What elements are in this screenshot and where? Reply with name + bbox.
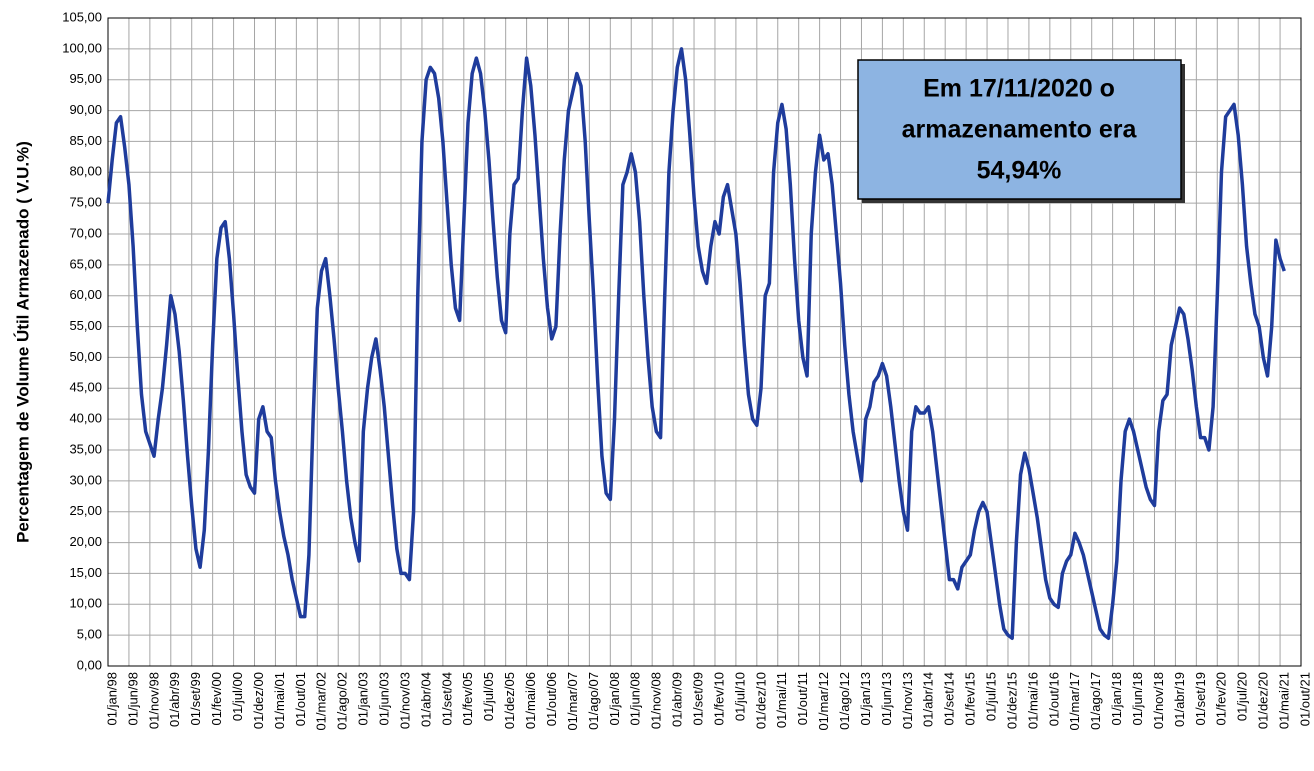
- x-tick-label: 01/ago/12: [837, 672, 852, 730]
- y-tick-label: 90,00: [69, 102, 102, 117]
- x-tick-label: 01/nov/08: [649, 672, 664, 729]
- x-tick-label: 01/nov/18: [1151, 672, 1166, 729]
- x-tick-label: 01/jan/03: [356, 672, 371, 726]
- x-tick-label: 01/set/14: [942, 672, 957, 726]
- data-line: [106, 47, 1286, 640]
- y-tick-label: 20,00: [69, 534, 102, 549]
- x-tick-label: 01/jul/10: [732, 672, 747, 721]
- annotation-line: 54,94%: [977, 157, 1062, 185]
- y-tick-label: 105,00: [62, 9, 102, 24]
- x-tick-label: 01/set/19: [1193, 672, 1208, 726]
- x-tick-label: 01/jun/08: [628, 672, 643, 726]
- x-tick-label: 01/set/09: [690, 672, 705, 726]
- y-tick-label: 50,00: [69, 349, 102, 364]
- marks: [106, 47, 1286, 640]
- y-tick-label: 85,00: [69, 133, 102, 148]
- y-tick-label: 0,00: [77, 657, 102, 672]
- x-tick-label: 01/abr/09: [670, 672, 685, 727]
- y-tick-label: 55,00: [69, 318, 102, 333]
- x-tick-label: 01/mar/12: [816, 672, 831, 731]
- x-tick-label: 01/mai/01: [272, 672, 287, 729]
- y-tick-label: 5,00: [77, 627, 102, 642]
- x-tick-label: 01/out/16: [1046, 672, 1061, 726]
- x-tick-label: 01/nov/98: [146, 672, 161, 729]
- x-tick-label: 01/out/11: [795, 672, 810, 725]
- y-tick-label: 65,00: [69, 256, 102, 271]
- x-tick-label: 01/jul/20: [1235, 672, 1250, 721]
- x-tick-label: 01/mar/17: [1067, 672, 1082, 731]
- x-tick-label: 01/ago/07: [586, 672, 601, 730]
- y-tick-label: 80,00: [69, 164, 102, 179]
- x-tick-label: 01/mai/21: [1277, 672, 1292, 729]
- x-tick-label: 01/abr/04: [418, 672, 433, 727]
- x-tick-label: 01/jun/13: [879, 672, 894, 726]
- y-tick-label: 10,00: [69, 596, 102, 611]
- annotation-line: armazenamento era: [902, 116, 1138, 144]
- x-tick-label: 01/dez/10: [753, 672, 768, 729]
- y-tick-label: 95,00: [69, 71, 102, 86]
- annotation-line: Em 17/11/2020 o: [923, 75, 1115, 103]
- x-tick-label: 01/fev/15: [963, 672, 978, 726]
- y-tick-label: 100,00: [62, 40, 102, 55]
- x-tick-label: 01/dez/05: [502, 672, 517, 729]
- x-tick-label: 01/dez/15: [1004, 672, 1019, 729]
- x-tick-label: 01/fev/20: [1214, 672, 1229, 726]
- y-tick-label: 75,00: [69, 195, 102, 210]
- x-tick-label: 01/abr/14: [921, 672, 936, 727]
- x-tick-label: 01/jan/98: [104, 672, 119, 726]
- x-tick-label: 01/jul/05: [481, 672, 496, 721]
- plot-frame: [107, 17, 1302, 667]
- y-axis-label: Percentagem de Volume Útil Armazenado ( …: [13, 141, 32, 543]
- x-tick-label: 01/out/01: [293, 672, 308, 726]
- x-tick-label: 01/nov/13: [900, 672, 915, 729]
- x-tick-label: 01/jun/03: [377, 672, 392, 726]
- x-tick-label: 01/dez/20: [1256, 672, 1271, 729]
- y-tick-label: 40,00: [69, 411, 102, 426]
- y-tick-label: 25,00: [69, 503, 102, 518]
- y-tick-label: 15,00: [69, 565, 102, 580]
- x-tick-label: 01/jul/15: [983, 672, 998, 721]
- x-tick-label: 01/ago/17: [1088, 672, 1103, 730]
- x-tick-label: 01/dez/00: [251, 672, 266, 729]
- x-tick-label: 01/fev/05: [460, 672, 475, 726]
- annotation-box: [857, 59, 1182, 200]
- x-tick-label: 01/abr/99: [167, 672, 182, 727]
- x-tick-label: 01/mai/11: [774, 672, 789, 728]
- x-tick-label: 01/jul/00: [230, 672, 245, 721]
- x-tick-label: 01/out/21: [1297, 672, 1312, 726]
- y-tick-label: 35,00: [69, 441, 102, 456]
- x-tick-label: 01/jun/18: [1130, 672, 1145, 726]
- x-tick-label: 01/out/06: [544, 672, 559, 726]
- x-tick-label: 01/abr/19: [1172, 672, 1187, 727]
- x-tick-label: 01/set/99: [188, 672, 203, 726]
- x-tick-label: 01/jun/98: [125, 672, 140, 726]
- x-tick-label: 01/fev/10: [711, 672, 726, 726]
- x-tick-label: 01/jan/13: [858, 672, 873, 726]
- x-tick-label: 01/mai/06: [523, 672, 538, 729]
- x-tick-label: 01/fev/00: [209, 672, 224, 726]
- x-tick-label: 01/mar/02: [314, 672, 329, 731]
- y-tick-label: 70,00: [69, 225, 102, 240]
- y-tick-label: 30,00: [69, 472, 102, 487]
- x-tick-label: 01/mar/07: [565, 672, 580, 731]
- x-tick-label: 01/mai/16: [1025, 672, 1040, 729]
- x-tick-label: 01/nov/03: [397, 672, 412, 729]
- x-tick-label: 01/jan/08: [607, 672, 622, 726]
- x-tick-label: 01/set/04: [439, 672, 454, 726]
- y-tick-label: 60,00: [69, 287, 102, 302]
- x-tick-label: 01/jan/18: [1109, 672, 1124, 726]
- y-tick-label: 45,00: [69, 380, 102, 395]
- x-tick-label: 01/ago/02: [335, 672, 350, 730]
